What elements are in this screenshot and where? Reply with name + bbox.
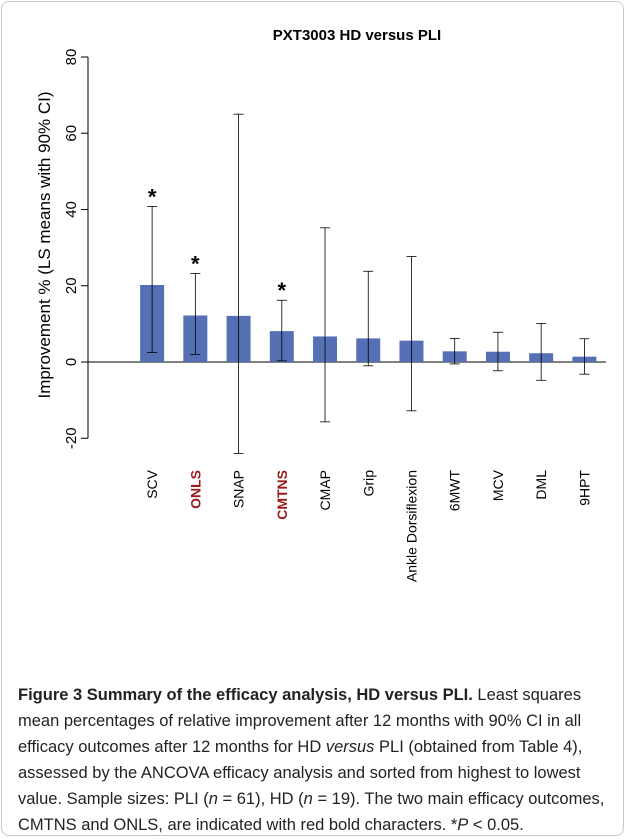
caption-text: PLI (obtained from Table 4), assessed by… [18,738,583,808]
caption-text: = 19). The two main efficacy outcomes, C… [18,790,605,834]
x-tick-label: ONLS [187,470,203,509]
chart-title: PXT3003 HD versus PLI [273,27,441,44]
x-tick-label: SNAP [231,470,247,508]
y-tick-label: 60 [63,125,80,142]
y-tick-label: -20 [63,427,80,449]
significance-mark: * [148,184,157,209]
caption-text: = 61), HD ( [217,790,304,808]
significance-mark: * [278,278,287,303]
y-tick-label: 80 [63,49,80,66]
y-tick-label: 40 [63,201,80,218]
y-tick-label: 0 [63,358,80,366]
caption: Figure 3 Summary of the efficacy analysi… [18,682,614,838]
caption-text: < 0.05. [468,816,524,834]
x-tick-label: Ankle Dorsiflexion [403,470,419,582]
x-tick-label: 6MWT [447,470,463,512]
significance-mark: * [191,252,200,277]
y-axis-label: Improvement % (LS means with 90% CI) [35,91,54,398]
y-tick-label: 20 [63,277,80,294]
x-tick-label: MCV [490,469,506,501]
x-tick-label: Grip [360,470,376,497]
caption-text: n [303,790,313,808]
caption-text: Least squares mean percentages of relati… [18,686,582,756]
x-tick-label: SCV [144,469,160,498]
caption-text: Figure 3 Summary of the efficacy analysi… [18,686,473,704]
caption-text: versus [325,738,375,756]
x-tick-label: 9HPT [576,470,592,506]
x-tick-label: CMTNS [274,470,290,520]
chart: PXT3003 HD versus PLI Improvement % (LS … [35,27,606,582]
x-tick-label: DML [533,470,549,500]
caption-text: n [208,790,218,808]
caption-text: P [457,816,469,834]
x-tick-label: CMAP [317,470,333,510]
